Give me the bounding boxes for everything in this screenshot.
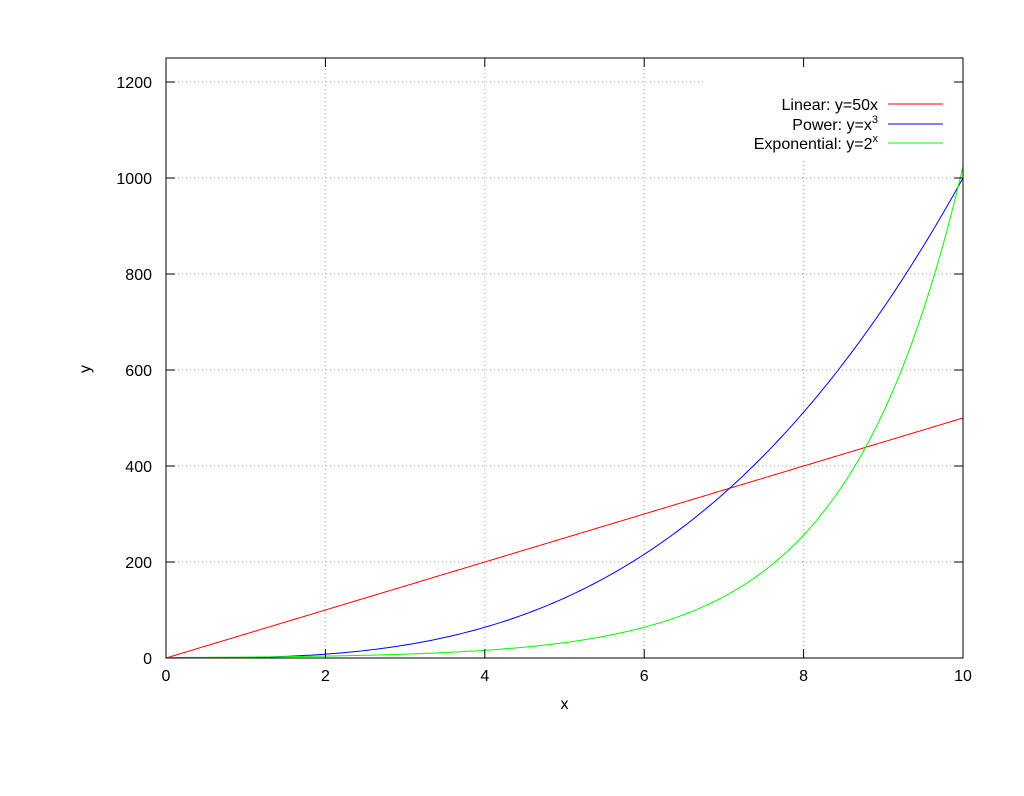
y-tick-label: 400 xyxy=(125,459,152,476)
series-lines xyxy=(166,166,964,658)
x-tick-label: 4 xyxy=(480,668,489,685)
x-tick-label: 10 xyxy=(954,668,972,685)
x-tick-label: 8 xyxy=(799,668,808,685)
x-tick-label: 2 xyxy=(321,668,330,685)
y-tick-label: 1200 xyxy=(116,75,152,92)
axis-ticks: 0 2 4 6 8 10 0 200 400 600 800 1000 1200 xyxy=(116,58,972,685)
x-tick-label: 0 xyxy=(162,668,171,685)
series-line-1 xyxy=(166,417,964,658)
x-axis-label: x xyxy=(561,696,569,713)
series-line-2 xyxy=(166,177,964,658)
legend-entry: Exponential: y=2x xyxy=(754,133,943,153)
x-tick-label: 6 xyxy=(640,668,649,685)
y-tick-label: 0 xyxy=(143,651,152,668)
legend-label: Power: y=x3 xyxy=(792,114,878,134)
y-tick-label: 200 xyxy=(125,555,152,572)
y-tick-label: 1000 xyxy=(116,171,152,188)
y-tick-label: 600 xyxy=(125,363,152,380)
plot-frame xyxy=(165,57,964,659)
y-tick-label: 800 xyxy=(125,267,152,284)
legend-label: Exponential: y=2x xyxy=(754,133,879,153)
legend-label: Linear: y=50x xyxy=(781,97,878,114)
legend-entry: Linear: y=50x xyxy=(781,97,943,114)
series-line-3 xyxy=(166,166,964,658)
legend-entry: Power: y=x3 xyxy=(792,114,943,134)
gridlines xyxy=(166,58,963,658)
y-axis-label: y xyxy=(77,365,94,373)
